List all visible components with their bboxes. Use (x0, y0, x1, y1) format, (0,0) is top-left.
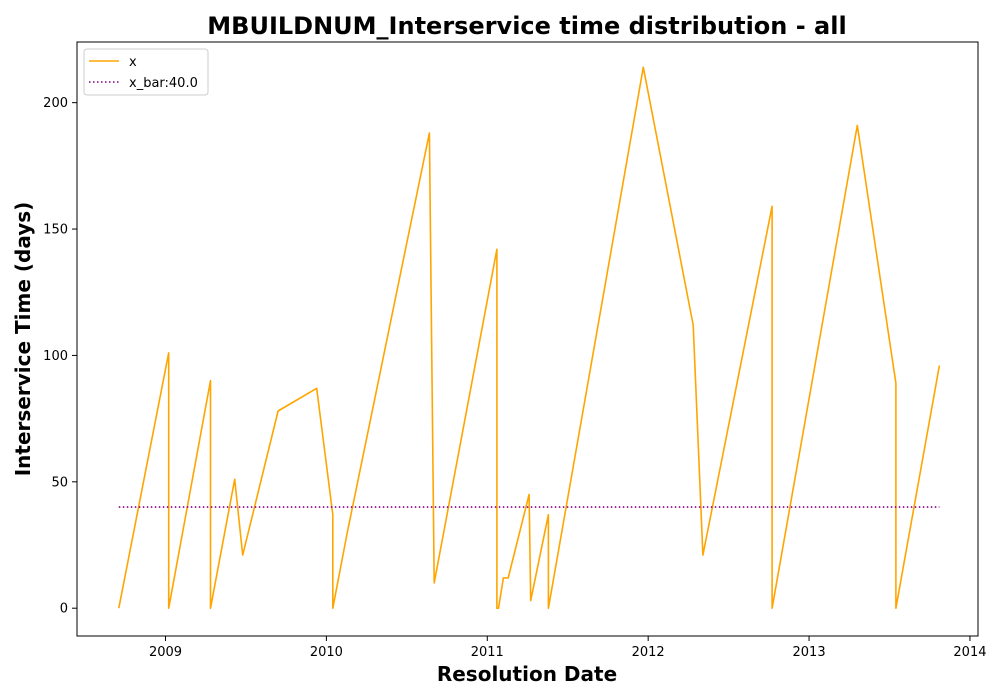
plot-background (77, 42, 978, 636)
ticks-layer: 2009 2010 2011 2012 2013 2014 0 50 100 150 200 (43, 96, 986, 660)
plot-area (77, 42, 978, 636)
legend-label-x-bar: x_bar:40.0 (129, 76, 198, 91)
x-tick-label: 2013 (793, 645, 826, 660)
x-tick-label: 2009 (149, 645, 182, 660)
x-axis-label: Resolution Date (437, 662, 617, 686)
legend-label-x: x (129, 55, 137, 70)
x-tick-label: 2011 (471, 645, 504, 660)
x-tick-label: 2010 (310, 645, 343, 660)
y-tick-label: 150 (43, 223, 68, 238)
y-tick-label: 100 (43, 349, 68, 364)
series-layer (118, 66, 941, 610)
axes-layer (76, 41, 979, 637)
y-tick-label: 0 (60, 602, 68, 617)
axes-frame (76, 41, 979, 637)
y-axis-label: Interservice Time (days) (11, 202, 35, 477)
y-tick-label: 50 (51, 475, 68, 490)
x-tick-label: 2012 (632, 645, 665, 660)
legend: x x_bar:40.0 (83, 48, 209, 96)
series-line-x (118, 66, 941, 610)
y-tick-label: 200 (43, 96, 68, 111)
chart-title: MBUILDNUM_Interservice time distribution… (207, 12, 846, 40)
x-tick-label: 2014 (953, 645, 986, 660)
